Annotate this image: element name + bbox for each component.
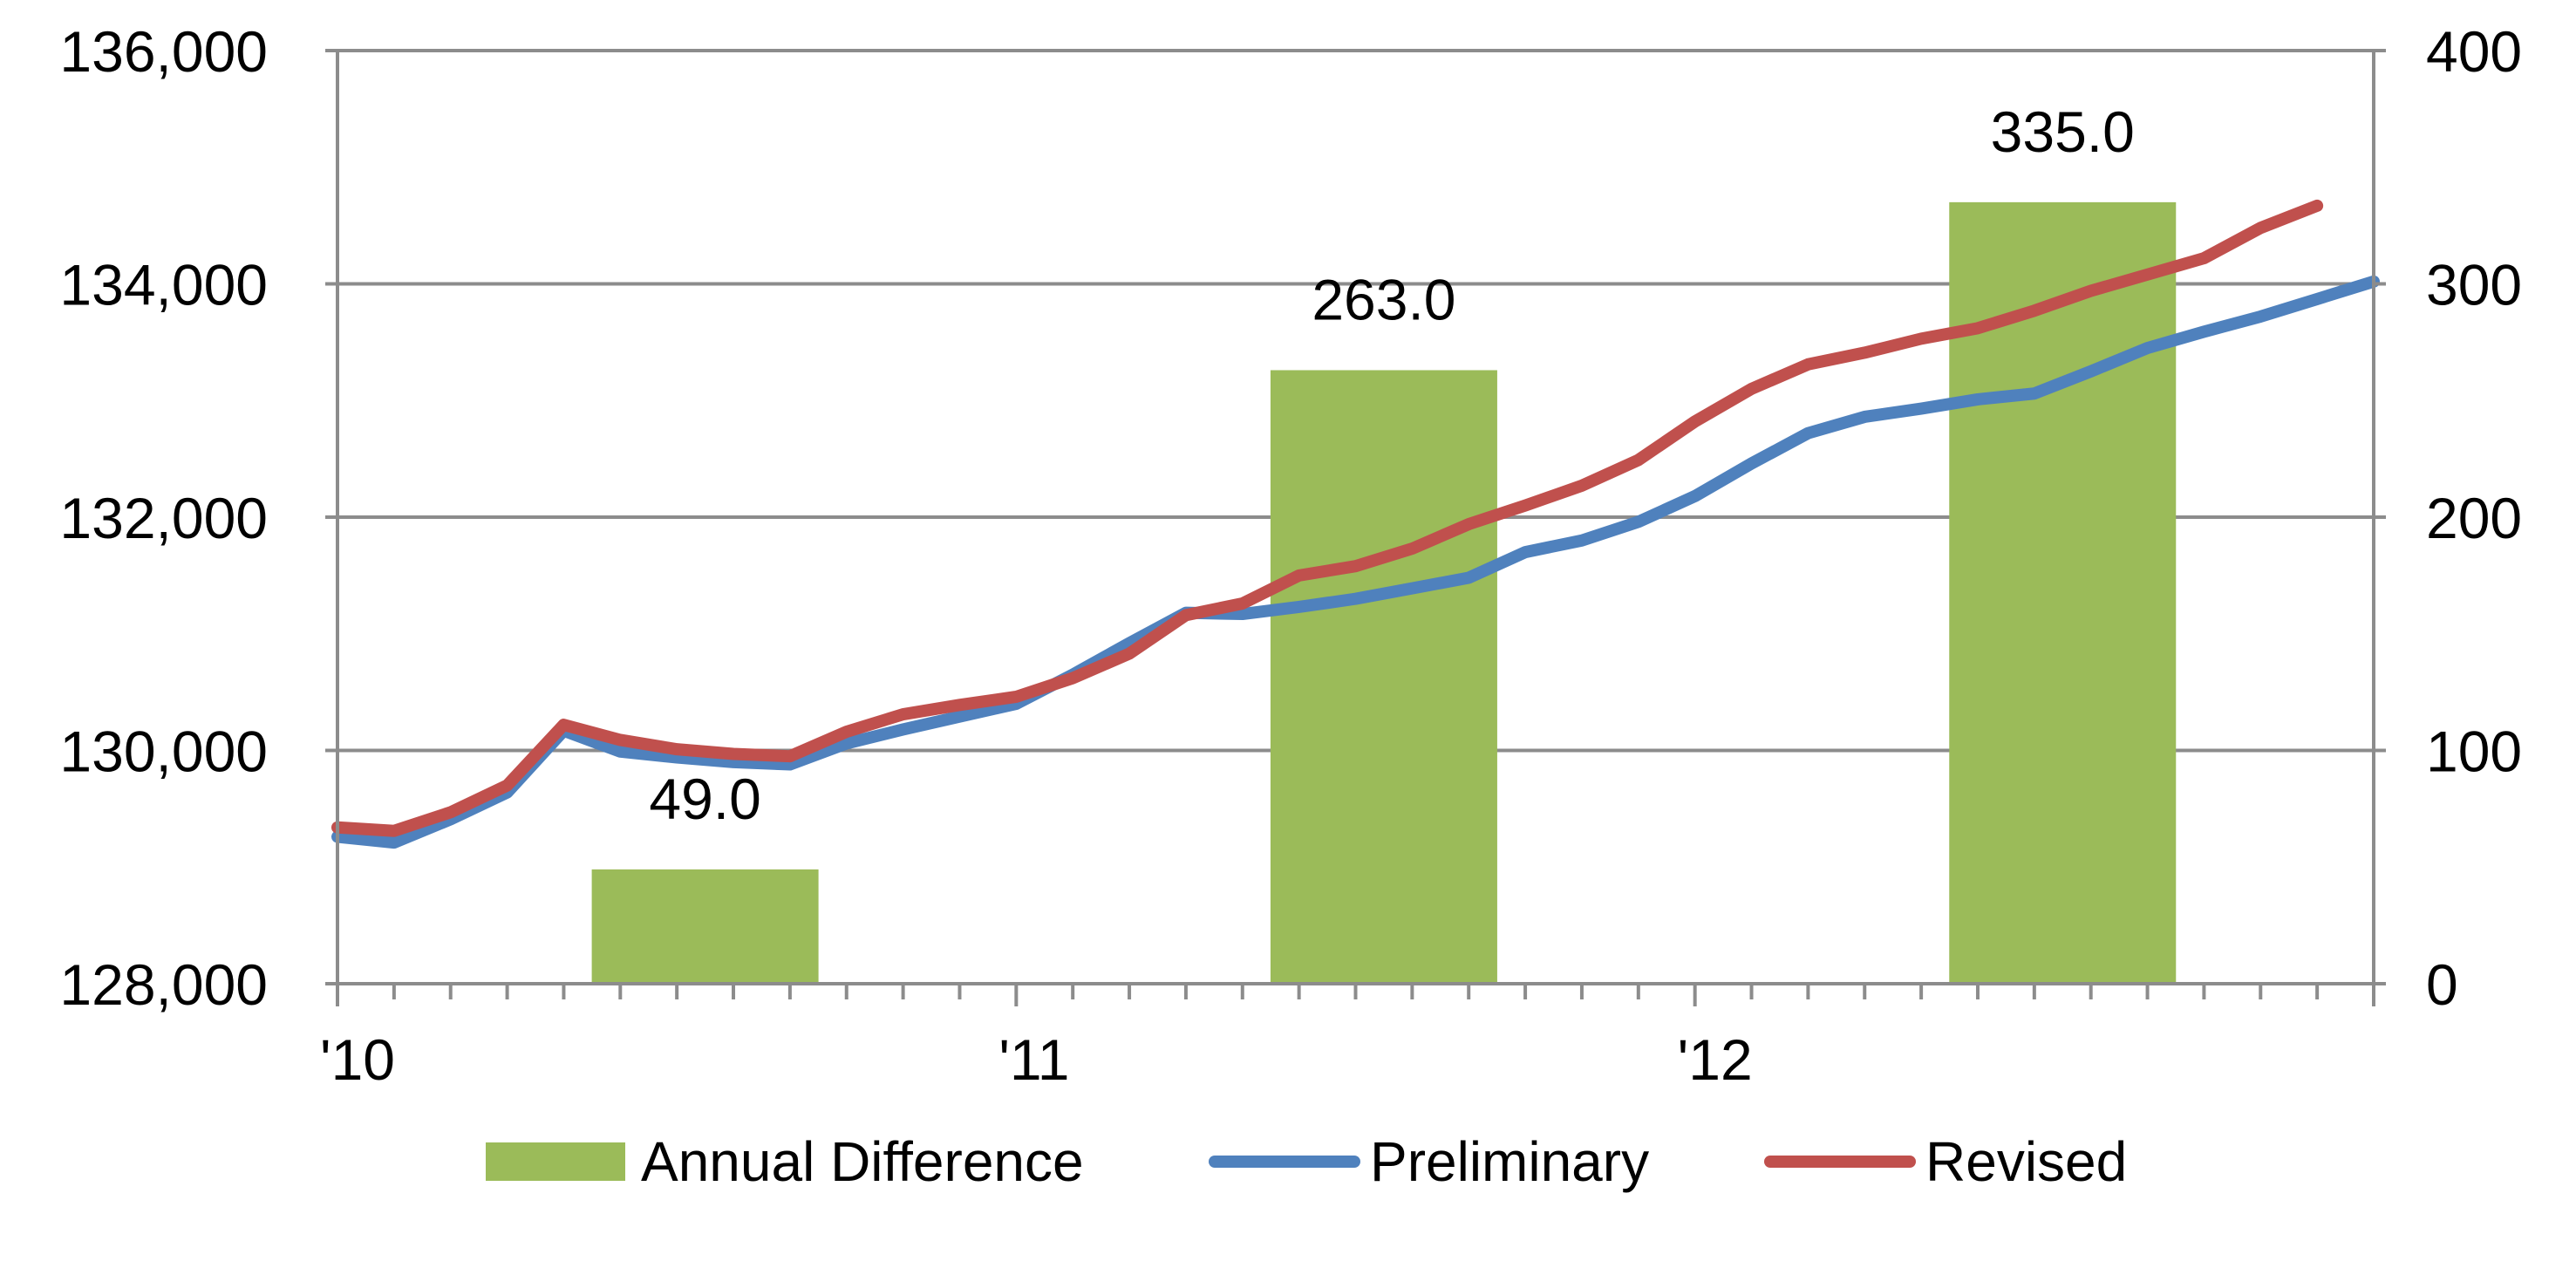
bar-data-label: 49.0 — [649, 767, 760, 831]
x-tick-label: '12 — [1678, 1027, 1753, 1092]
x-tick-label: '10 — [320, 1027, 395, 1092]
right-tick-label: 400 — [2426, 19, 2522, 84]
bar-data-label: 263.0 — [1312, 267, 1455, 331]
legend-label: Preliminary — [1370, 1130, 1649, 1193]
x-tick-label: '11 — [998, 1027, 1069, 1092]
right-tick-label: 0 — [2426, 952, 2458, 1017]
bar-annual-difference — [591, 869, 819, 984]
left-tick-label: 128,000 — [59, 952, 268, 1017]
legend-label: Annual Difference — [641, 1130, 1084, 1193]
legend-label: Revised — [1925, 1130, 2127, 1193]
legend: Annual Difference Preliminary Revised — [486, 1130, 2127, 1193]
axis-labels: 128,000 130,000 132,000 134,000 136,000 0 100 2… — [59, 19, 2522, 1092]
legend-item-preliminary: Preliminary — [1209, 1130, 1649, 1193]
bar-data-label: 335.0 — [1991, 99, 2135, 164]
left-tick-label: 134,000 — [59, 253, 268, 317]
right-tick-label: 200 — [2426, 486, 2522, 550]
right-tick-label: 300 — [2426, 253, 2522, 317]
left-tick-label: 130,000 — [59, 719, 268, 784]
bar-annual-difference — [1949, 201, 2177, 984]
legend-item-annual-difference: Annual Difference — [486, 1130, 1084, 1193]
line-series — [331, 199, 2380, 849]
legend-item-revised: Revised — [1764, 1130, 2127, 1193]
line-revised — [331, 199, 2324, 837]
left-tick-label: 136,000 — [59, 19, 268, 84]
bar-series-annual-difference: 49.0 263.0 335.0 — [591, 99, 2177, 985]
bar-annual-difference — [1270, 370, 1497, 985]
left-tick-label: 132,000 — [59, 486, 268, 550]
line-preliminary — [331, 275, 2380, 849]
right-tick-label: 100 — [2426, 719, 2522, 784]
legend-swatch — [486, 1142, 625, 1181]
axes — [325, 49, 2386, 1006]
